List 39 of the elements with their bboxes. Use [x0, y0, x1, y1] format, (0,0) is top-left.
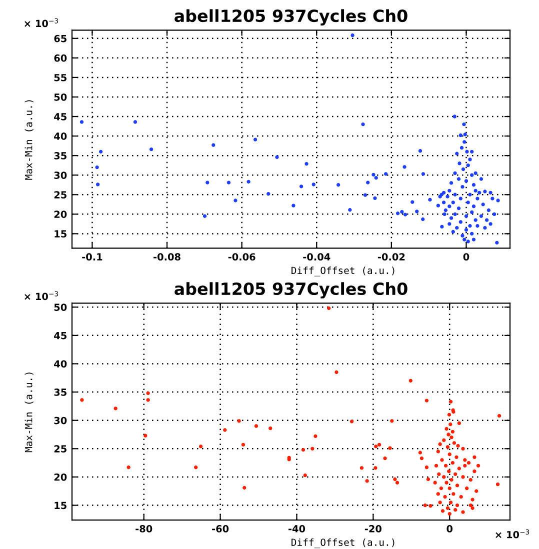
y-tick-label: 55 [54, 74, 66, 82]
x-tick-label: -80 [136, 525, 152, 532]
x-tick-label: -0.1 [82, 253, 102, 261]
text: × 10$^{−3}$ [24, 18, 58, 28]
y-axis-title: Max-Min (a.u.) [24, 100, 34, 180]
y-tick-label: 35 [54, 152, 66, 160]
x-tick-label: -0.06 [228, 253, 256, 261]
x-tick-label: -0.04 [303, 253, 330, 261]
x-tick-label: -40 [288, 525, 306, 532]
x-axis-title: Diff_Offset (a.u.) [292, 266, 394, 276]
x-tick-label: -0.02 [378, 253, 405, 261]
chart-title: abell1205 937Cycles Ch0 [174, 9, 408, 26]
x-axis-title: Diff_Offset (a.u.) [292, 538, 394, 548]
chart-title: abell1205 937Cycles Ch0 [174, 282, 408, 298]
y-tick-label: 60 [54, 54, 67, 62]
y-tick-label: 40 [54, 360, 67, 368]
y-tick-label: 65 [54, 34, 66, 42]
y-tick-label: 50 [54, 93, 67, 101]
y-tick-label: 50 [54, 304, 67, 311]
y-tick-label: 20 [54, 210, 67, 218]
y-tick-label: 30 [54, 172, 67, 179]
y-tick-label: 45 [54, 332, 66, 340]
y-tick-label: 15 [54, 502, 66, 510]
x-tick-label: 0 [446, 525, 453, 532]
x-tick-label: 0 [463, 253, 470, 261]
y-tick-label: 35 [54, 388, 66, 396]
x-tick-label: -20 [364, 525, 382, 532]
y-tick-label: 45 [54, 113, 66, 120]
y-tick-label: 15 [54, 230, 66, 238]
y-axis-title: Max-Min (a.u.) [24, 372, 34, 452]
y-tick-label: 40 [54, 132, 67, 140]
text: × 10$^{−3}$ [24, 291, 58, 300]
y-tick-label: 25 [54, 191, 66, 198]
y-tick-label: 30 [54, 416, 67, 424]
x-tick-label: -0.08 [154, 253, 180, 261]
y-tick-label: 20 [54, 473, 67, 481]
y-tick-label: 25 [54, 445, 66, 453]
x-tick-label: -60 [212, 525, 229, 532]
text: × 10$^{−3}$ [496, 529, 530, 538]
